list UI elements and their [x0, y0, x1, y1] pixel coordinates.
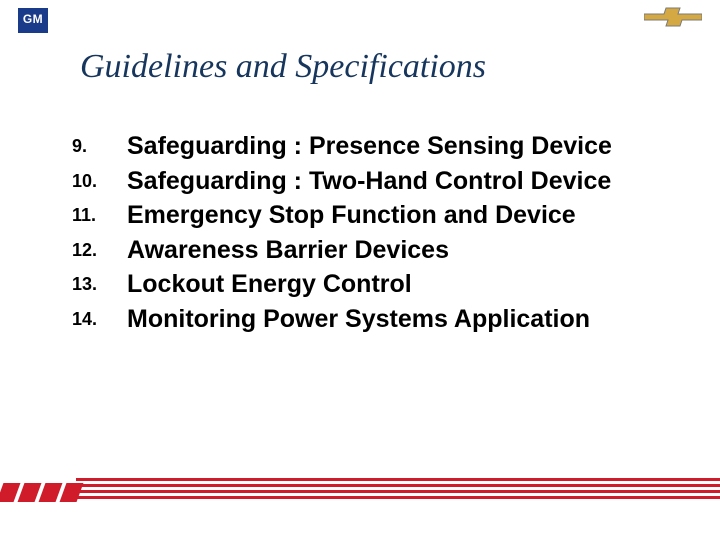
list-item: 9. Safeguarding : Presence Sensing Devic… — [72, 130, 660, 163]
item-number: 9. — [72, 130, 127, 157]
red-line-icon — [76, 478, 720, 481]
gm-logo-text: GM — [23, 12, 43, 26]
item-text: Lockout Energy Control — [127, 268, 660, 301]
page-title: Guidelines and Specifications — [80, 48, 486, 86]
item-text: Monitoring Power Systems Application — [127, 303, 660, 336]
list-item: 14. Monitoring Power Systems Application — [72, 303, 660, 336]
item-text: Emergency Stop Function and Device — [127, 199, 660, 232]
chevrolet-logo-icon — [644, 6, 702, 28]
red-lines-group — [76, 478, 720, 502]
list-item: 11. Emergency Stop Function and Device — [72, 199, 660, 232]
red-line-icon — [76, 496, 720, 499]
list-item: 10. Safeguarding : Two-Hand Control Devi… — [72, 165, 660, 198]
list-item: 13. Lockout Energy Control — [72, 268, 660, 301]
item-number: 11. — [72, 199, 127, 226]
item-text: Awareness Barrier Devices — [127, 234, 660, 267]
item-text: Safeguarding : Two-Hand Control Device — [127, 165, 660, 198]
item-number: 13. — [72, 268, 127, 295]
item-number: 10. — [72, 165, 127, 192]
red-block-icon — [39, 483, 63, 502]
list-item: 12. Awareness Barrier Devices — [72, 234, 660, 267]
red-blocks-group — [0, 483, 80, 502]
item-number: 14. — [72, 303, 127, 330]
red-line-icon — [76, 484, 720, 487]
gm-logo-underline — [18, 30, 48, 33]
gm-logo: GM — [18, 8, 48, 30]
item-number: 12. — [72, 234, 127, 261]
red-line-icon — [76, 490, 720, 493]
red-block-icon — [18, 483, 42, 502]
spec-list: 9. Safeguarding : Presence Sensing Devic… — [72, 130, 660, 337]
item-text: Safeguarding : Presence Sensing Device — [127, 130, 660, 163]
